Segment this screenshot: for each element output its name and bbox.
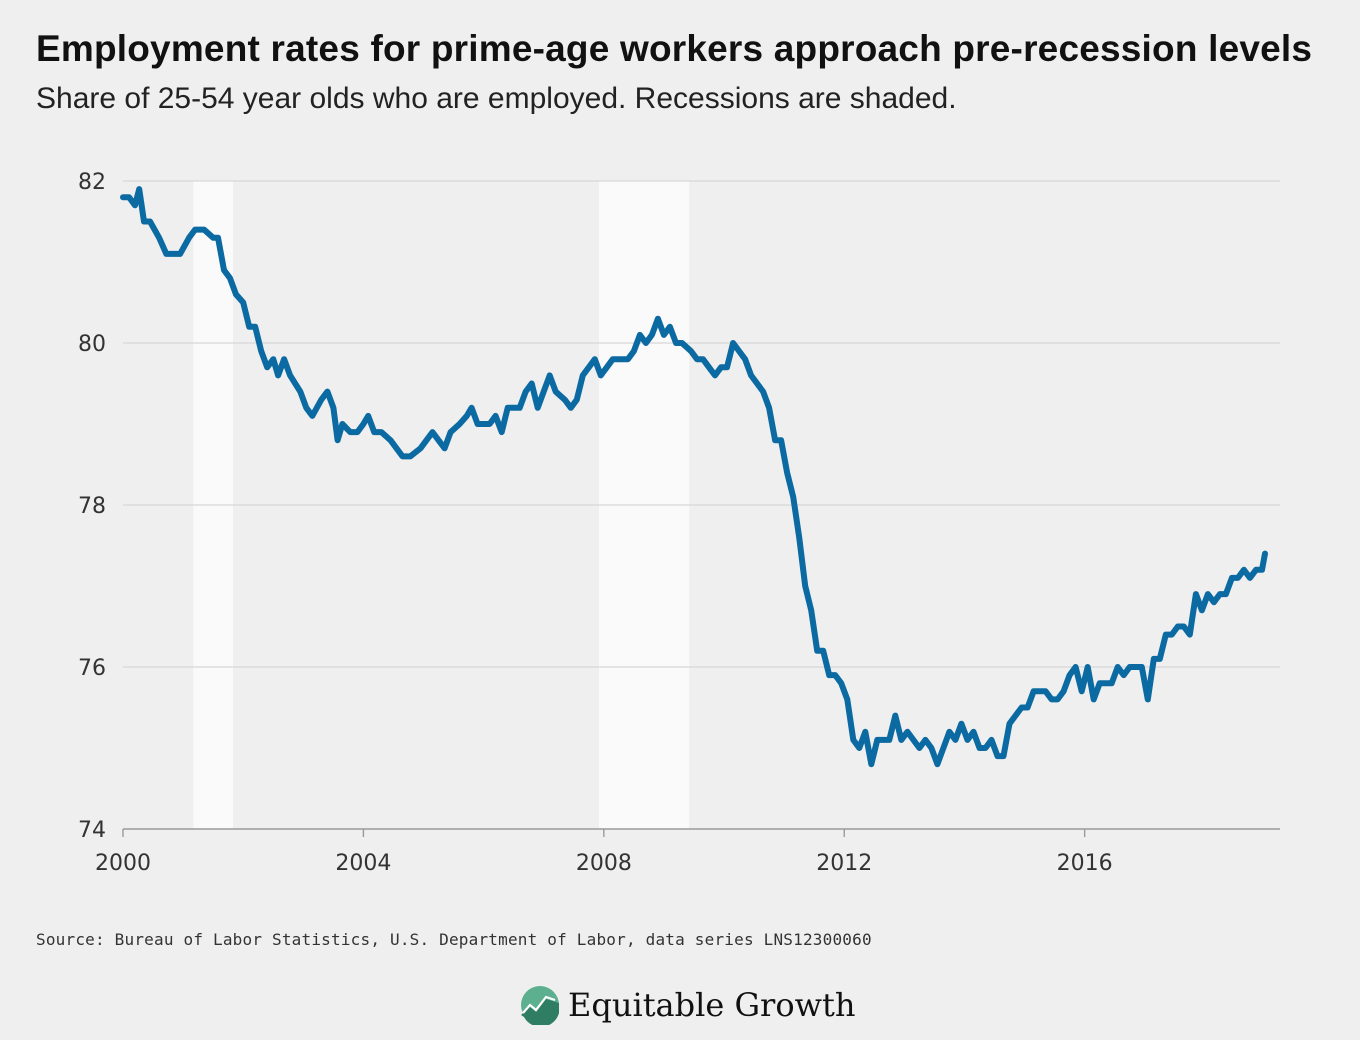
chart-subtitle: Share of 25-54 year olds who are employe… <box>36 82 957 115</box>
y-tick-label: 80 <box>78 332 106 357</box>
gridlines <box>123 180 1280 830</box>
brand-logo: Equitable Growth <box>520 980 855 1030</box>
x-tick-label: 2012 <box>816 851 872 876</box>
x-tick-label: 2016 <box>1057 851 1113 876</box>
y-tick-label: 82 <box>78 170 106 195</box>
series-layer <box>120 186 1268 768</box>
y-tick-label: 78 <box>78 494 106 519</box>
rising-chart-logo-icon <box>521 986 559 1025</box>
y-tick-label: 74 <box>78 818 106 843</box>
x-axis-ticks: 2000 2004 2008 2012 2016 <box>95 829 1113 876</box>
brand-name: Equitable Growth <box>568 986 856 1024</box>
x-tick-label: 2000 <box>95 851 151 876</box>
source-note: Source: Bureau of Labor Statistics, U.S.… <box>36 930 872 949</box>
series-line-1 <box>120 186 1268 768</box>
y-axis-ticks: 74 76 78 80 82 <box>78 170 106 843</box>
x-tick-label: 2008 <box>576 851 632 876</box>
x-tick-label: 2004 <box>335 851 391 876</box>
chart-title: Employment rates for prime-age workers a… <box>36 28 1313 69</box>
y-tick-label: 76 <box>78 656 106 681</box>
